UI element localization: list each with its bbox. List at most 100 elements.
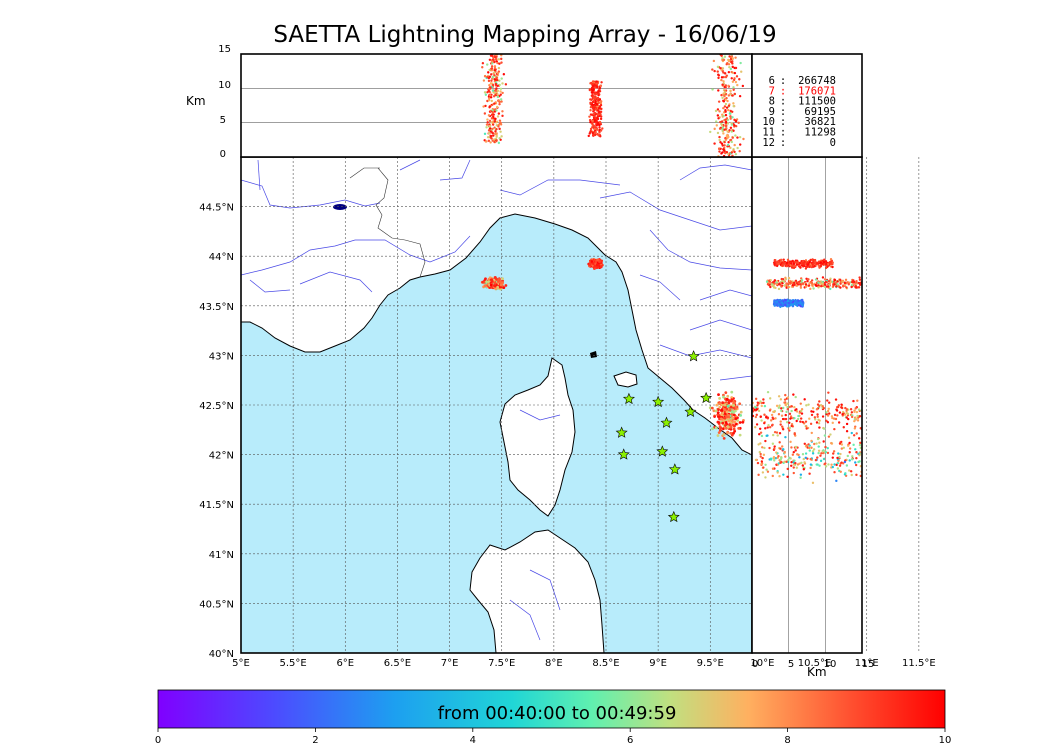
- lightning-source-side-point: [810, 413, 814, 417]
- lightning-source-side-point: [818, 404, 821, 408]
- lightning-source-side-point: [841, 413, 844, 416]
- lightning-source-alt-point: [496, 71, 500, 75]
- lightning-source-side-point: [858, 276, 861, 279]
- lightning-source-side-point: [780, 414, 784, 417]
- lightning-source-alt-point: [724, 120, 728, 124]
- lightning-source-alt-point: [727, 152, 730, 156]
- lightning-source-side-point: [801, 453, 805, 456]
- lightning-source-side-point: [845, 430, 849, 433]
- lightning-source-side-point: [858, 452, 861, 455]
- lightning-source-alt-point: [722, 75, 725, 79]
- lightning-source-alt-point: [733, 66, 736, 70]
- lightning-source-side-point: [800, 461, 803, 464]
- legend-source-count: 69195: [804, 106, 836, 118]
- lightning-source-alt-point: [488, 84, 491, 87]
- lightning-source-side-point: [853, 410, 856, 413]
- lightning-source-point: [730, 433, 734, 437]
- lightning-source-alt-point: [720, 76, 724, 79]
- lightning-source-point: [722, 419, 726, 423]
- lightning-source-alt-point: [499, 87, 503, 91]
- lightning-source-side-point: [845, 464, 849, 467]
- lightning-source-alt-point: [726, 62, 729, 65]
- lightning-source-alt-point: [495, 135, 498, 138]
- lightning-source-side-point: [779, 458, 783, 461]
- colorbar-ticks: 0 2 4 6 8 10: [155, 728, 951, 746]
- lightning-source-alt-point: [482, 79, 486, 82]
- lightning-source-alt-point: [481, 66, 484, 69]
- lightning-source-side-point: [785, 261, 789, 265]
- lightning-source-side-point: [754, 397, 758, 401]
- mainland: [241, 157, 752, 456]
- lightning-source-side-point: [844, 472, 847, 475]
- lightning-source-alt-point: [734, 134, 737, 137]
- lightning-source-side-point: [775, 451, 778, 454]
- lightning-source-point: [719, 426, 723, 430]
- lightning-source-alt-point: [490, 131, 494, 134]
- lightning-source-alt-point: [501, 91, 504, 95]
- lightning-source-side-point: [850, 411, 854, 414]
- lightning-source-side-point: [766, 390, 770, 394]
- lightning-source-alt-point: [739, 61, 742, 65]
- lightning-source-side-point: [758, 450, 761, 454]
- lightning-source-alt-point: [732, 104, 735, 108]
- lightning-source-side-point: [826, 446, 829, 450]
- lightning-source-side-point: [853, 427, 857, 430]
- lightning-source-side-point: [782, 261, 785, 265]
- lightning-source-alt-point: [717, 100, 721, 103]
- lightning-source-side-point: [825, 263, 828, 266]
- lightning-source-alt-point: [736, 83, 739, 87]
- lightning-source-side-point: [808, 260, 811, 264]
- lightning-source-alt-point: [723, 55, 727, 58]
- lightning-source-side-point: [757, 409, 761, 413]
- lightning-source-side-point: [852, 280, 855, 284]
- lightning-source-side-point: [784, 393, 787, 397]
- lightning-source-alt-point: [600, 115, 603, 118]
- lightning-source-side-point: [842, 426, 845, 429]
- lightning-source-side-point: [811, 406, 815, 410]
- lightning-source-alt-point: [721, 151, 724, 154]
- lightning-source-side-point: [803, 461, 806, 464]
- lightning-source-side-point: [771, 442, 775, 445]
- elba: [613, 371, 638, 388]
- lightning-source-point: [718, 402, 721, 406]
- lightning-source-alt-point: [595, 102, 599, 106]
- lightning-source-alt-point: [718, 127, 722, 130]
- lightning-source-side-point: [792, 393, 795, 396]
- lightning-source-point: [713, 415, 716, 418]
- lightning-source-side-point: [795, 410, 799, 413]
- legend-station-count: 6: [769, 75, 775, 87]
- lightning-source-side-point: [779, 461, 782, 464]
- lightning-source-point: [708, 406, 712, 410]
- lightning-source-point: [724, 421, 728, 425]
- lightning-source-side-point: [775, 431, 779, 434]
- lightning-source-side-point: [838, 455, 841, 459]
- alt-ytick-15: 15: [218, 44, 231, 55]
- lightning-source-side-point: [769, 285, 772, 289]
- lightning-source-side-point: [845, 286, 848, 289]
- lightning-source-point: [738, 402, 742, 406]
- lightning-source-alt-point: [499, 123, 503, 126]
- lightning-source-alt-point: [595, 80, 598, 83]
- lightning-source-side-point: [819, 265, 823, 268]
- lightning-source-point: [732, 413, 736, 417]
- lightning-source-alt-point: [484, 104, 487, 108]
- lightning-source-side-point: [826, 420, 830, 424]
- colorbar-tick-label: 8: [784, 735, 790, 746]
- lightning-source-alt-point: [495, 76, 498, 79]
- lightning-source-point: [502, 286, 506, 289]
- lightning-source-alt-point: [726, 130, 729, 133]
- lightning-source-alt-point: [487, 97, 491, 100]
- lightning-source-alt-point: [716, 65, 720, 69]
- lightning-source-alt-point: [498, 102, 501, 106]
- lightning-source-point: [726, 431, 729, 435]
- lightning-source-alt-point: [717, 117, 720, 120]
- lightning-source-side-point: [798, 456, 801, 459]
- lightning-source-alt-point: [593, 91, 597, 94]
- lightning-source-side-point: [802, 262, 805, 265]
- lightning-source-alt-point: [600, 107, 603, 111]
- lightning-source-side-point: [799, 265, 802, 268]
- lightning-source-side-point: [812, 410, 815, 414]
- lightning-source-alt-point: [726, 143, 730, 147]
- lightning-source-side-point: [765, 468, 768, 471]
- lightning-source-side-point: [805, 277, 808, 280]
